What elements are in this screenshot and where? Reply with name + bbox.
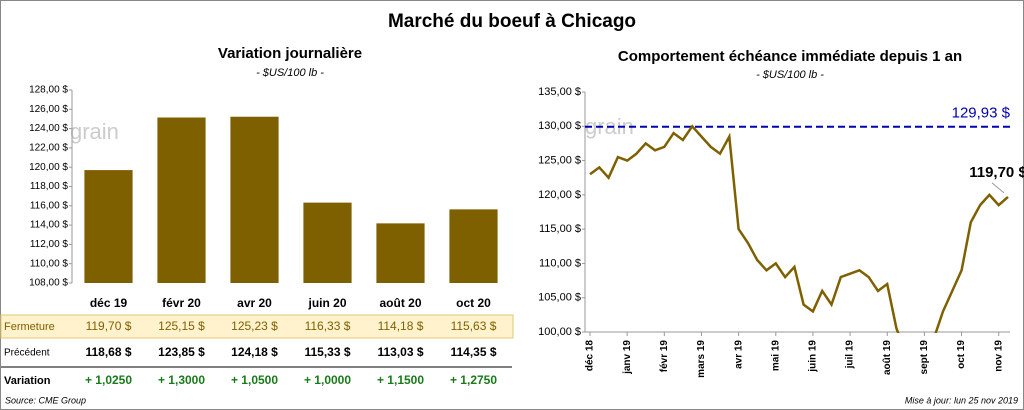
logo: grain — [70, 119, 119, 144]
x-tick-label: juin 19 — [808, 340, 819, 373]
price-line — [589, 124, 1009, 333]
table-cell: 115,33 $ — [304, 345, 350, 359]
row-label: Fermeture — [4, 321, 55, 333]
y-tick-label: 125,00 $ — [538, 154, 581, 166]
table-cell: 114,18 $ — [378, 319, 424, 333]
bar — [230, 116, 279, 283]
x-tick-label: juil 19 — [845, 340, 856, 370]
y-tick-label: 128,00 $ — [29, 85, 68, 96]
y-tick-label: 108,00 $ — [29, 278, 68, 289]
x-tick-label: déc 18 — [585, 340, 596, 372]
page-title: Marché du boeuf à Chicago — [388, 11, 636, 32]
table-cell: + 1,2750 — [450, 373, 497, 387]
table-cell: 116,33 $ — [305, 319, 351, 333]
table-cell: 114,35 $ — [450, 345, 496, 359]
chart-title: Comportement échéance immédiate depuis 1… — [618, 48, 962, 65]
table-cell: 119,70 $ — [86, 319, 132, 333]
x-tick-label: août 20 — [379, 296, 421, 310]
table-cell: + 1,0000 — [304, 373, 351, 387]
x-tick-label: févr 19 — [659, 340, 670, 373]
chart-subtitle: - $US/100 lb - — [756, 69, 824, 81]
x-tick-label: mai 19 — [770, 340, 781, 372]
x-tick-label: août 19 — [882, 340, 893, 375]
y-tick-label: 115,00 $ — [539, 223, 581, 235]
y-tick-label: 135,00 $ — [538, 86, 581, 98]
x-tick-label: avr 20 — [237, 296, 272, 310]
y-tick-label: 120,00 $ — [538, 189, 581, 201]
y-tick-label: 118,00 $ — [30, 181, 69, 192]
row-label: Variation — [4, 375, 51, 387]
y-tick-label: 120,00 $ — [29, 162, 68, 173]
x-tick-label: janv 19 — [622, 340, 633, 375]
table-cell: + 1,0500 — [231, 373, 278, 387]
row-highlight — [0, 314, 514, 339]
y-tick-label: 114,00 $ — [30, 220, 69, 231]
source: Source: CME Group — [5, 395, 86, 405]
y-tick-label: 122,00 $ — [29, 143, 68, 154]
table-cell: 125,23 $ — [231, 319, 278, 333]
y-tick-label: 116,00 $ — [30, 200, 69, 211]
bar — [449, 209, 498, 283]
last-value-label: 119,70 $ — [969, 164, 1024, 181]
chart-subtitle: - $US/100 lb - — [256, 67, 324, 79]
update-date: Mise à jour: lun 25 nov 2019 — [905, 395, 1018, 405]
y-tick-label: 105,00 $ — [538, 292, 581, 304]
x-tick-label: sept 19 — [919, 340, 930, 375]
bar — [84, 170, 133, 283]
table-cell: 124,18 $ — [231, 345, 278, 359]
table-cell: + 1,1500 — [377, 373, 424, 387]
x-tick-label: mars 19 — [696, 340, 707, 378]
row-label: Précédent — [4, 348, 50, 359]
y-tick-label: 110,00 $ — [539, 257, 581, 269]
label-leader — [991, 182, 1005, 194]
chart-title: Variation journalière — [218, 45, 362, 62]
bar — [157, 117, 206, 283]
y-tick-label: 124,00 $ — [29, 123, 68, 134]
table-cell: 113,03 $ — [377, 345, 423, 359]
x-tick-label: oct 20 — [456, 296, 491, 310]
y-tick-label: 112,00 $ — [30, 239, 69, 250]
x-tick-label: juin 20 — [307, 296, 346, 310]
table-cell: + 1,0250 — [85, 373, 132, 387]
x-tick-label: nov 19 — [993, 340, 1004, 372]
table-cell: 125,15 $ — [158, 319, 205, 333]
y-tick-label: 110,00 $ — [30, 258, 69, 269]
table-cell: 118,68 $ — [85, 345, 131, 359]
table-cell: 115,63 $ — [451, 319, 497, 333]
y-tick-label: 130,00 $ — [538, 120, 581, 132]
bar — [303, 202, 352, 283]
x-tick-label: avr 19 — [733, 340, 744, 369]
bar — [376, 223, 425, 283]
table-cell: + 1,3000 — [158, 373, 205, 387]
x-tick-label: oct 19 — [956, 340, 967, 369]
x-tick-label: déc 19 — [90, 296, 128, 310]
y-tick-label: 126,00 $ — [29, 104, 68, 115]
x-tick-label: févr 20 — [162, 296, 201, 310]
reference-label: 129,93 $ — [952, 105, 1011, 122]
y-tick-label: 100,00 $ — [538, 326, 581, 338]
table-cell: 123,85 $ — [158, 345, 205, 359]
